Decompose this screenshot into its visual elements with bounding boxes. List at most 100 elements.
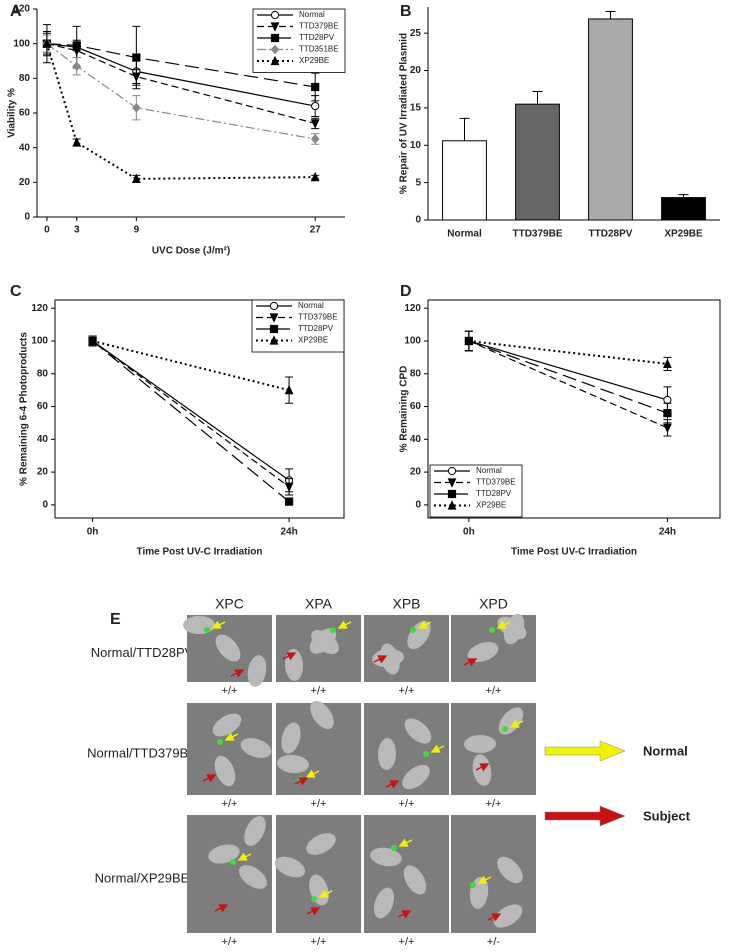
y-axis-label: % Remaining 6-4 Photoproducts xyxy=(19,332,30,486)
panel-letter: C xyxy=(10,283,22,300)
yellow-arrow xyxy=(417,620,432,629)
y-tick-label: 100 xyxy=(404,336,421,347)
genotype-label: +/+ xyxy=(399,936,415,948)
legend-marker xyxy=(269,313,279,323)
legend-box xyxy=(251,299,345,353)
yellow-arrow xyxy=(398,838,413,847)
x-tick-label: 0h xyxy=(87,527,99,538)
genotype-label: +/+ xyxy=(486,685,502,697)
legend-marker xyxy=(269,301,279,311)
column-label: XPC xyxy=(215,596,244,612)
legend-label: Normal xyxy=(299,10,325,19)
red-arrow xyxy=(385,780,400,789)
x-axis-label: UVC Dose (J/m²) xyxy=(152,246,230,257)
red-arrow xyxy=(487,913,502,922)
nucleus-dot xyxy=(502,726,508,732)
data-point xyxy=(464,335,474,346)
nucleus-dot xyxy=(410,627,416,633)
series-line xyxy=(92,340,290,481)
cell-image xyxy=(451,815,536,933)
yellow-arrow xyxy=(337,620,352,629)
x-tick-label: 0h xyxy=(463,527,475,538)
legend-label: Normal xyxy=(643,743,688,758)
nucleus-dot xyxy=(489,627,495,633)
x-tick-label: Normal xyxy=(447,229,482,240)
legend-label: TTD351BE xyxy=(299,45,339,54)
cell-patch xyxy=(277,754,309,774)
y-tick-label: 10 xyxy=(410,140,422,151)
red-arrow xyxy=(282,652,297,661)
bar xyxy=(442,140,487,221)
cell-patch xyxy=(402,764,430,790)
data-point xyxy=(663,395,672,405)
series-line xyxy=(468,340,668,429)
yellow-arrow xyxy=(477,875,492,884)
genotype-label: +/+ xyxy=(311,936,327,948)
genotype-label: +/+ xyxy=(399,798,415,810)
data-point xyxy=(284,384,294,395)
genotype-label: +/+ xyxy=(486,798,502,810)
data-point xyxy=(311,101,320,111)
cell-patch xyxy=(309,628,337,654)
nucleus-dot xyxy=(330,627,336,633)
red-arrow xyxy=(463,658,478,667)
y-tick-label: 20 xyxy=(410,467,422,478)
genotype-label: +/+ xyxy=(399,685,415,697)
red-arrow xyxy=(230,669,245,678)
data-point xyxy=(131,173,141,183)
legend-marker xyxy=(270,10,280,20)
y-tick-label: 0 xyxy=(24,212,30,223)
x-tick-label: 24h xyxy=(280,527,297,538)
nucleus-dot xyxy=(423,751,429,757)
yellow-arrow xyxy=(496,620,511,629)
y-tick-label: 40 xyxy=(19,142,31,153)
legend-label: TTD28PV xyxy=(298,324,334,333)
column-label: XPD xyxy=(479,596,508,612)
legend-label: Normal xyxy=(476,466,502,475)
genotype-label: +/+ xyxy=(222,798,238,810)
data-point xyxy=(132,102,141,113)
cell-patch xyxy=(239,865,267,889)
cell-patch xyxy=(403,865,427,895)
x-tick-label: TTD28PV xyxy=(589,229,633,240)
series-line xyxy=(468,340,668,401)
genotype-label: +/- xyxy=(487,936,500,948)
cell-patch xyxy=(244,816,266,846)
cell-patch xyxy=(306,833,336,855)
nucleus-dot xyxy=(217,739,223,745)
x-tick-label: TTD379BE xyxy=(512,229,562,240)
y-tick-label: 120 xyxy=(404,303,421,314)
y-tick-label: 20 xyxy=(37,467,49,478)
data-point xyxy=(310,134,320,144)
series-line xyxy=(92,340,290,392)
error-bar xyxy=(605,10,616,19)
genotype-label: +/+ xyxy=(311,798,327,810)
legend-label: XP29BE xyxy=(476,501,506,510)
y-tick-label: 60 xyxy=(410,401,422,412)
cell-patch xyxy=(370,847,402,867)
red-arrow xyxy=(397,910,412,919)
data-point xyxy=(72,61,82,72)
data-point xyxy=(88,335,97,346)
y-tick-label: 20 xyxy=(19,177,31,188)
yellow-arrow xyxy=(224,732,239,741)
legend-box xyxy=(429,464,523,518)
yellow-arrow xyxy=(237,852,252,861)
data-point xyxy=(42,38,52,48)
red-arrow xyxy=(214,904,229,913)
data-point xyxy=(663,358,672,369)
cell-patch xyxy=(310,700,334,730)
series-line xyxy=(46,43,316,107)
red-arrow xyxy=(306,907,321,916)
legend-marker xyxy=(447,466,457,476)
panel-letter: D xyxy=(400,283,412,300)
y-tick-label: 80 xyxy=(37,368,49,379)
y-tick-label: 0 xyxy=(415,500,421,511)
yellow-arrow xyxy=(211,620,226,629)
cell-patch xyxy=(467,642,499,662)
data-point xyxy=(311,82,320,92)
cell-patch xyxy=(215,634,241,662)
bar xyxy=(588,18,633,221)
plot-frame xyxy=(54,299,345,519)
